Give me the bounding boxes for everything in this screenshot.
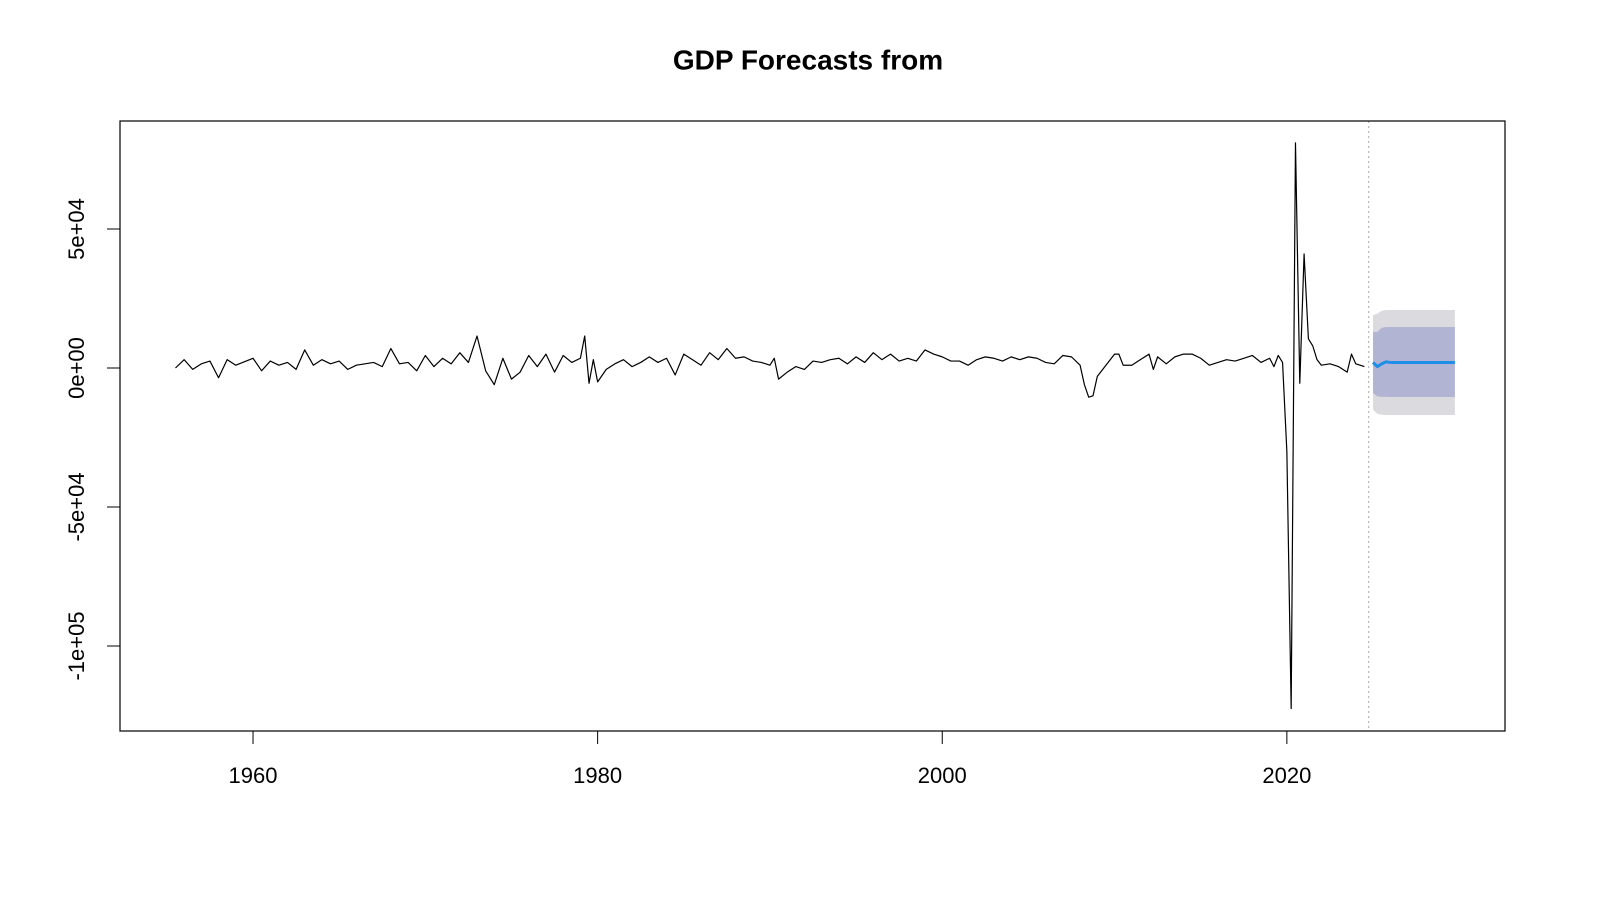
x-tick-label: 1960 — [229, 763, 278, 788]
forecast-mean — [1371, 360, 1455, 369]
y-tick-label: -5e+04 — [64, 472, 89, 541]
x-tick-label: 2000 — [918, 763, 967, 788]
x-tick-label: 2020 — [1262, 763, 1311, 788]
y-tick-label: 0e+00 — [64, 337, 89, 399]
x-tick-label: 1980 — [573, 763, 622, 788]
y-tick-label: -1e+05 — [64, 611, 89, 680]
data-line — [175, 142, 1365, 710]
chart-title: GDP Forecasts from — [673, 44, 943, 75]
y-tick-label: 5e+04 — [64, 198, 89, 260]
plot-frame — [119, 120, 1506, 732]
